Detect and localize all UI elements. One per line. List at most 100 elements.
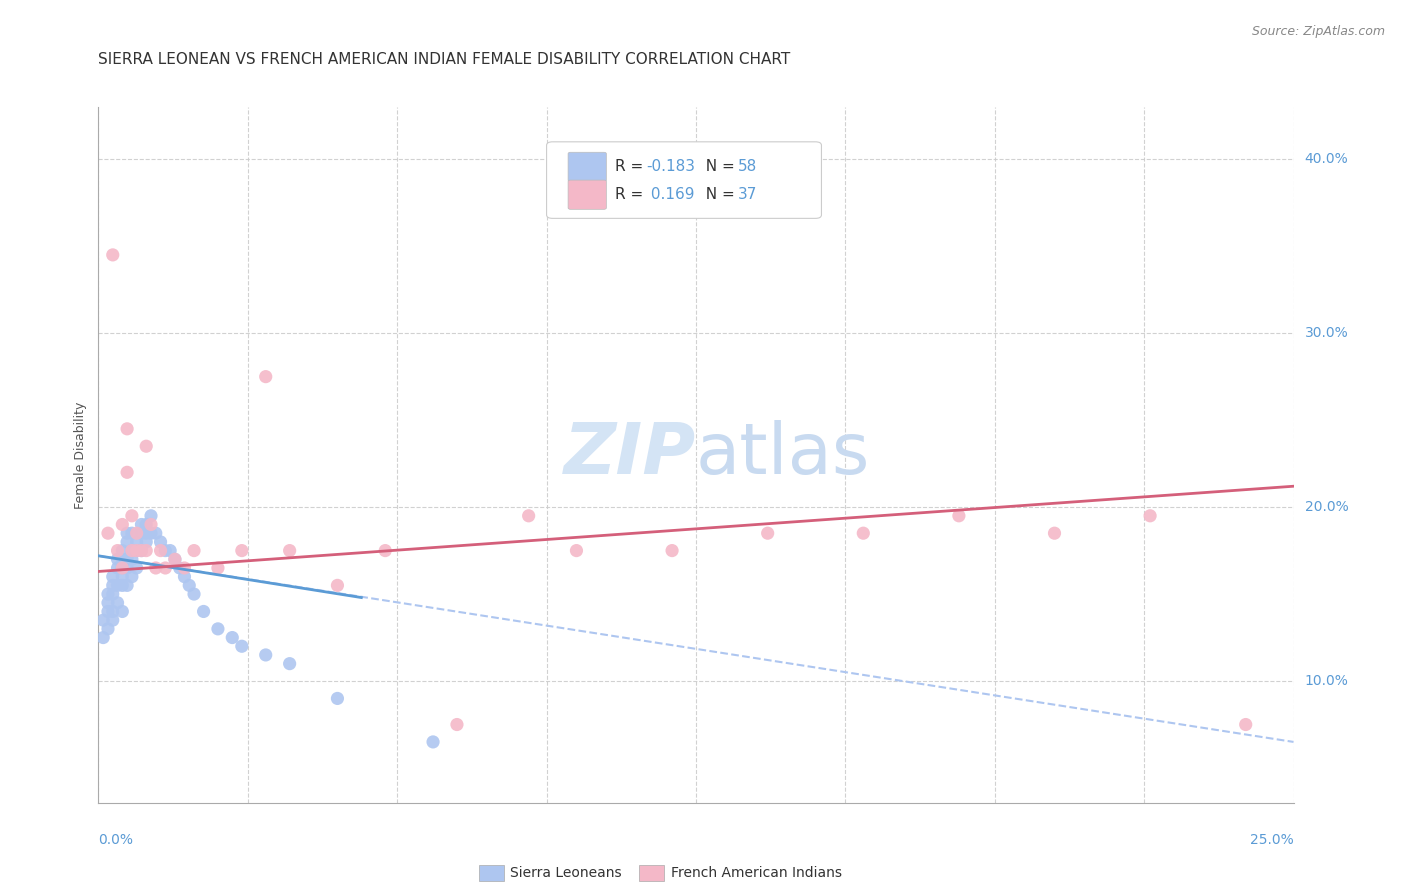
Point <box>121 543 143 558</box>
Point <box>131 517 153 532</box>
Point <box>91 613 114 627</box>
Point <box>111 569 134 583</box>
Point <box>179 578 201 592</box>
Point <box>101 605 124 619</box>
Point <box>97 526 120 541</box>
Point <box>107 578 129 592</box>
Point <box>131 526 153 541</box>
Point <box>107 552 129 566</box>
Point <box>948 508 970 523</box>
Point <box>565 543 588 558</box>
Point <box>326 691 349 706</box>
Text: 10.0%: 10.0% <box>1305 674 1348 688</box>
Point <box>149 543 172 558</box>
Text: N =: N = <box>696 160 740 174</box>
Point <box>193 605 215 619</box>
Point <box>121 543 143 558</box>
Point <box>125 534 148 549</box>
Point <box>207 622 229 636</box>
Point <box>125 543 148 558</box>
Point <box>661 543 683 558</box>
Text: ZIP: ZIP <box>564 420 696 490</box>
Point <box>1234 717 1257 731</box>
Point <box>183 587 205 601</box>
Point <box>111 543 134 558</box>
Point <box>121 508 143 523</box>
Point <box>125 526 148 541</box>
Point <box>422 735 444 749</box>
Point <box>173 561 195 575</box>
Text: R =: R = <box>614 187 648 202</box>
Point <box>121 526 143 541</box>
Point <box>101 569 124 583</box>
Text: SIERRA LEONEAN VS FRENCH AMERICAN INDIAN FEMALE DISABILITY CORRELATION CHART: SIERRA LEONEAN VS FRENCH AMERICAN INDIAN… <box>98 52 790 67</box>
Point <box>135 543 157 558</box>
Point <box>101 613 124 627</box>
Text: 20.0%: 20.0% <box>1305 500 1348 514</box>
Point <box>183 543 205 558</box>
Point <box>111 578 134 592</box>
Point <box>254 369 277 384</box>
Point <box>1139 508 1161 523</box>
Point <box>145 561 167 575</box>
Y-axis label: Female Disability: Female Disability <box>75 401 87 508</box>
Text: 25.0%: 25.0% <box>1250 833 1294 847</box>
Point <box>125 561 148 575</box>
Point <box>101 578 124 592</box>
Text: N =: N = <box>696 187 740 202</box>
Point <box>125 543 148 558</box>
Point <box>115 422 138 436</box>
Point <box>97 622 120 636</box>
Text: 0.169: 0.169 <box>645 187 695 202</box>
Point <box>852 526 875 541</box>
Point <box>107 561 129 575</box>
Point <box>139 508 162 523</box>
Point <box>111 561 134 575</box>
Text: 37: 37 <box>738 187 758 202</box>
Point <box>169 561 191 575</box>
Point <box>111 605 134 619</box>
Point <box>139 526 162 541</box>
Point <box>121 552 143 566</box>
Point <box>107 596 129 610</box>
Point <box>115 534 138 549</box>
Point <box>446 717 468 731</box>
Point <box>517 508 540 523</box>
FancyBboxPatch shape <box>547 142 821 219</box>
Point <box>97 596 120 610</box>
FancyBboxPatch shape <box>568 180 606 210</box>
Point <box>374 543 396 558</box>
Point <box>135 534 157 549</box>
Text: R =: R = <box>614 160 648 174</box>
Point <box>107 543 129 558</box>
Text: 40.0%: 40.0% <box>1305 153 1348 166</box>
Point <box>163 552 186 566</box>
Point <box>97 605 120 619</box>
Point <box>326 578 349 592</box>
Point <box>278 657 301 671</box>
Text: 58: 58 <box>738 160 756 174</box>
Point <box>173 569 195 583</box>
Text: -0.183: -0.183 <box>645 160 695 174</box>
Point <box>135 526 157 541</box>
Point <box>155 561 177 575</box>
Point <box>163 552 186 566</box>
Point <box>115 561 138 575</box>
Text: atlas: atlas <box>696 420 870 490</box>
Point <box>101 248 124 262</box>
Point <box>159 543 181 558</box>
Point <box>254 648 277 662</box>
Point <box>97 587 120 601</box>
Point <box>111 552 134 566</box>
Text: 30.0%: 30.0% <box>1305 326 1348 340</box>
Point <box>135 517 157 532</box>
Point <box>155 543 177 558</box>
Point <box>231 639 253 653</box>
Point <box>231 543 253 558</box>
Point <box>221 631 243 645</box>
Point <box>111 517 134 532</box>
Point <box>135 439 157 453</box>
Point <box>131 543 153 558</box>
Point <box>115 578 138 592</box>
Point <box>121 569 143 583</box>
